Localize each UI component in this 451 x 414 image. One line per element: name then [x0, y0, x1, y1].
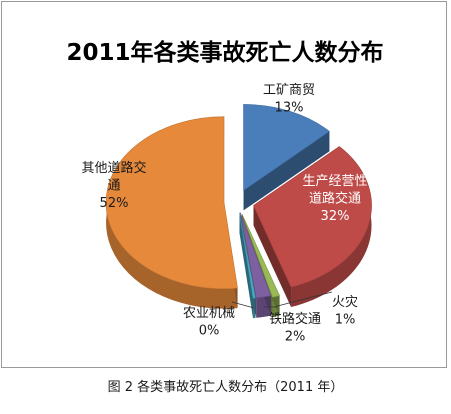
pie-slice-side — [106, 116, 238, 309]
pie-labels: 工矿商贸 13% 生产经营性道路交通 32% 火灾 1% 铁路交通 2% 农业机械 0% 其他道路交… — [81, 83, 367, 345]
pie-chart: 2011年各类事故死亡人数分布 工矿商贸 13% 生产经营性道路交通 32% 火灾 1% 铁… — [66, 39, 383, 345]
pie-slice-label: 铁路交通 2% — [269, 311, 321, 345]
pie-slice-label: 工矿商贸 13% — [263, 83, 315, 116]
pie-slice — [239, 212, 256, 299]
pie-slice-label: 其他道路交通 52% — [81, 160, 146, 211]
pie-slice — [253, 146, 372, 288]
pie-slice — [240, 212, 272, 299]
pie-slice-label: 农业机械 0% — [183, 306, 235, 339]
pie-slice — [241, 213, 280, 298]
pie-slice-wall — [239, 212, 254, 319]
leader-line — [231, 301, 255, 309]
pie-slice — [243, 104, 330, 192]
pie-slices — [105, 104, 372, 319]
chart-frame: 2011年各类事故死亡人数分布 工矿商贸 13% 生产经营性道路交通 32% 火灾 1% 铁… — [1, 1, 447, 368]
chart-title: 2011年各类事故死亡人数分布 — [66, 39, 383, 66]
pie-slice-label: 火灾 1% — [332, 294, 358, 328]
pie-slice-wall — [253, 205, 292, 308]
figure-caption: 图 2 各类事故死亡人数分布（2011 年） — [107, 380, 344, 395]
pie-slice-wall — [243, 131, 330, 211]
pie-slice — [105, 116, 238, 289]
pie-slice-side — [291, 146, 372, 308]
leader-line — [275, 291, 333, 307]
pie-slice-label: 生产经营性道路交通 32% — [302, 174, 367, 224]
